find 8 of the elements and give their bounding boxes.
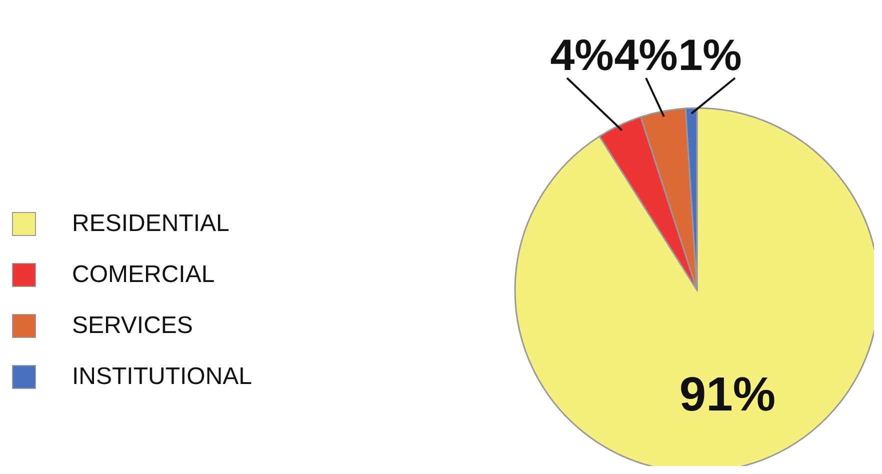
legend-label: INSTITUTIONAL (72, 362, 252, 390)
data-label: 91% (679, 368, 776, 422)
data-label: 4% (550, 31, 614, 80)
data-label: 4% (614, 31, 678, 80)
legend-label: COMERCIAL (72, 260, 215, 288)
data-label: 1% (678, 31, 742, 80)
legend-label: RESIDENTIAL (72, 210, 230, 238)
legend-label: SERVICES (72, 312, 193, 340)
